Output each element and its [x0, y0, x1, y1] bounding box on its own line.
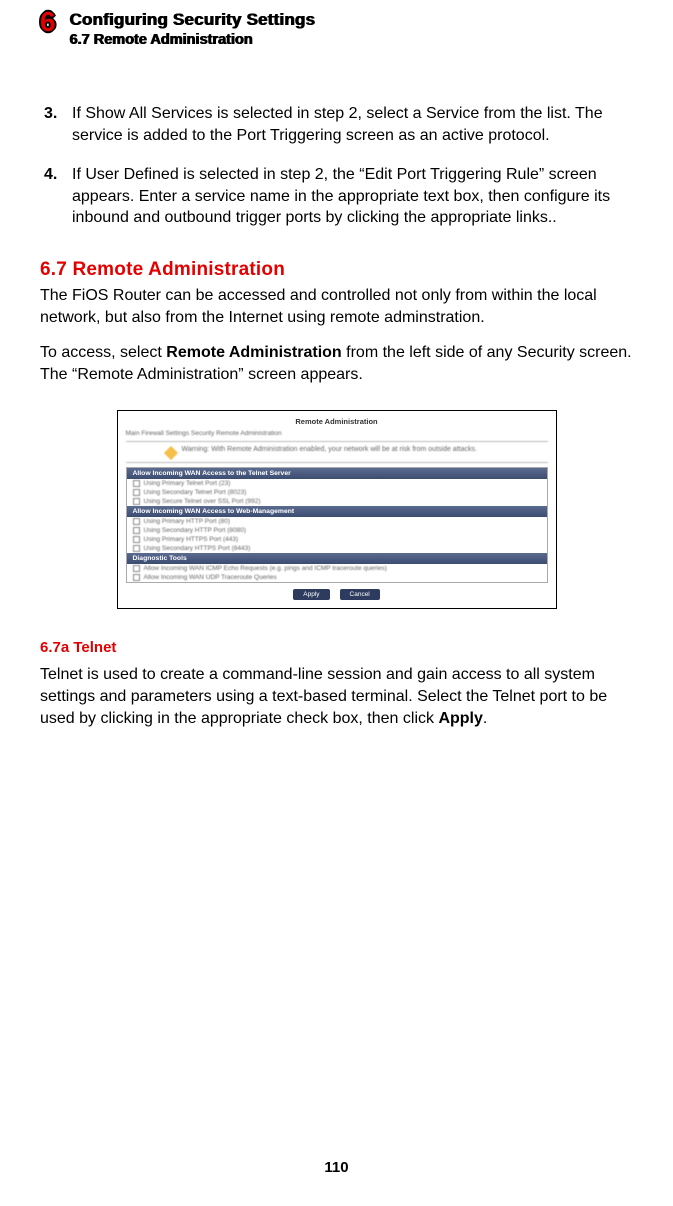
panel-row-label: Using Primary HTTP Port (80) — [144, 518, 231, 525]
panel-row-label: Using Primary Telnet Port (23) — [144, 480, 231, 487]
screenshot-breadcrumb: Main Firewall Settings Security Remote A… — [126, 430, 548, 437]
screenshot-container: Remote Administration Main Firewall Sett… — [40, 410, 633, 609]
chapter-header: 6 Configuring Security Settings 6.7 Remo… — [40, 10, 633, 48]
panel-row: Using Primary Telnet Port (23) — [127, 479, 547, 488]
panel-row-label: Using Secondary HTTP Port (8080) — [144, 527, 246, 534]
panel-row-label: Allow Incoming WAN ICMP Echo Requests (e… — [144, 565, 387, 572]
screenshot-title: Remote Administration — [126, 417, 548, 426]
screenshot-warning: Warning: With Remote Administration enab… — [126, 441, 548, 463]
panel-row: Using Secondary Telnet Port (8023) — [127, 488, 547, 497]
checkbox[interactable] — [133, 518, 140, 525]
panel-row-label: Allow Incoming WAN UDP Traceroute Querie… — [144, 574, 277, 581]
chapter-title: Configuring Security Settings — [70, 10, 316, 30]
panel-row: Using Primary HTTP Port (80) — [127, 517, 547, 526]
step-4: 4. If User Defined is selected in step 2… — [40, 164, 633, 229]
page-number: 110 — [0, 1159, 673, 1176]
panel-row-label: Using Secondary HTTPS Port (8443) — [144, 545, 251, 552]
section-paragraph-2: To access, select Remote Administration … — [40, 342, 633, 385]
step-text: If Show All Services is selected in step… — [72, 103, 633, 146]
panel-row: Allow Incoming WAN ICMP Echo Requests (e… — [127, 564, 547, 573]
apply-button[interactable]: Apply — [293, 589, 329, 600]
panel-row-label: Using Primary HTTPS Port (443) — [144, 536, 239, 543]
remote-admin-screenshot: Remote Administration Main Firewall Sett… — [117, 410, 557, 609]
panel-group-head: Allow Incoming WAN Access to Web-Managem… — [127, 506, 547, 517]
section-heading-6-7: 6.7 Remote Administration — [40, 259, 633, 281]
warning-icon — [163, 446, 177, 460]
panel-row: Allow Incoming WAN UDP Traceroute Querie… — [127, 573, 547, 582]
panel-row: Using Secondary HTTPS Port (8443) — [127, 544, 547, 553]
subsection-heading-6-7a: 6.7a Telnet — [40, 639, 633, 656]
step-3: 3. If Show All Services is selected in s… — [40, 103, 633, 146]
checkbox[interactable] — [133, 489, 140, 496]
cancel-button[interactable]: Cancel — [340, 589, 380, 600]
screenshot-panel: Allow Incoming WAN Access to the Telnet … — [126, 467, 548, 583]
panel-row: Using Secondary HTTP Port (8080) — [127, 526, 547, 535]
panel-row-label: Using Secondary Telnet Port (8023) — [144, 489, 247, 496]
panel-group-head: Diagnostic Tools — [127, 553, 547, 564]
chapter-subtitle: 6.7 Remote Administration — [70, 32, 316, 48]
checkbox[interactable] — [133, 480, 140, 487]
section-paragraph-1: The FiOS Router can be accessed and cont… — [40, 285, 633, 328]
panel-row-label: Using Secure Telnet over SSL Port (992) — [144, 498, 261, 505]
panel-group-head: Allow Incoming WAN Access to the Telnet … — [127, 468, 547, 479]
checkbox[interactable] — [133, 498, 140, 505]
checkbox[interactable] — [133, 536, 140, 543]
bold-remote-administration: Remote Administration — [166, 344, 341, 361]
text-run: Telnet is used to create a command-line … — [40, 666, 607, 726]
warning-text: Warning: With Remote Administration enab… — [182, 446, 477, 453]
screenshot-button-row: Apply Cancel — [126, 589, 548, 600]
panel-row: Using Primary HTTPS Port (443) — [127, 535, 547, 544]
text-run: . — [483, 710, 487, 727]
checkbox[interactable] — [133, 527, 140, 534]
subsection-paragraph: Telnet is used to create a command-line … — [40, 664, 633, 729]
panel-row: Using Secure Telnet over SSL Port (992) — [127, 497, 547, 506]
checkbox[interactable] — [133, 565, 140, 572]
step-text: If User Defined is selected in step 2, t… — [72, 164, 633, 229]
bold-apply: Apply — [438, 710, 482, 727]
checkbox[interactable] — [133, 545, 140, 552]
step-number: 4. — [44, 164, 62, 229]
text-run: To access, select — [40, 344, 166, 361]
checkbox[interactable] — [133, 574, 140, 581]
header-titles: Configuring Security Settings 6.7 Remote… — [70, 10, 316, 48]
chapter-number: 6 — [40, 8, 56, 36]
step-number: 3. — [44, 103, 62, 146]
